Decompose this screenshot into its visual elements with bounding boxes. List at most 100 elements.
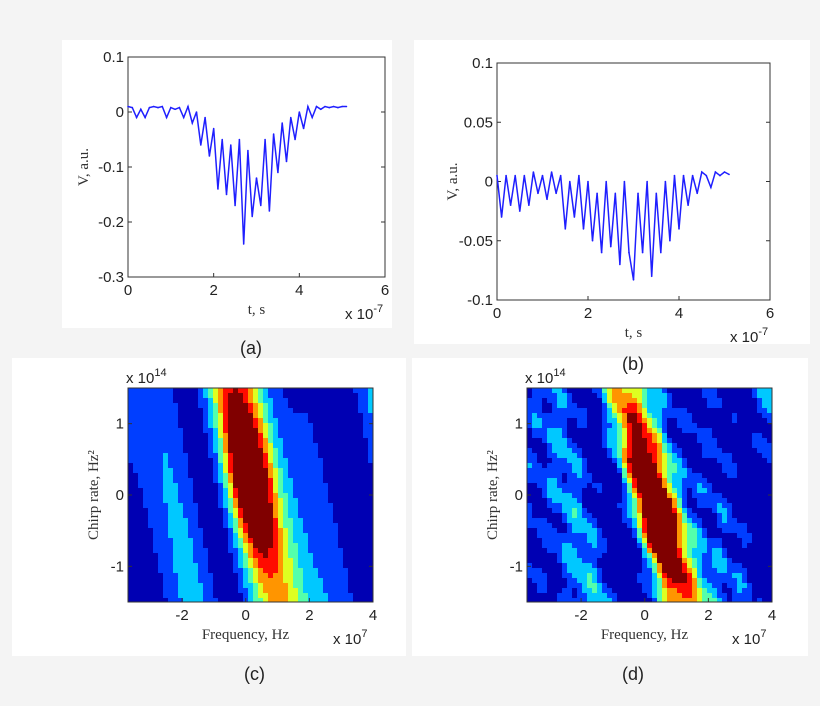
contour-cell [607, 428, 612, 433]
contour-cell [657, 588, 662, 593]
contour-cell [278, 413, 283, 418]
contour-cell [153, 538, 158, 543]
contour-cell [328, 593, 333, 598]
contour-cell [138, 448, 143, 453]
contour-cell [273, 468, 278, 473]
contour-cell [672, 528, 677, 533]
contour-cell [707, 568, 712, 573]
contour-cell [253, 598, 258, 602]
contour-cell [343, 463, 348, 468]
contour-cell [697, 528, 702, 533]
axes-box-b [496, 62, 771, 301]
contour-cell [153, 393, 158, 398]
contour-cell [153, 448, 158, 453]
contour-cell [198, 423, 203, 428]
contour-cell [672, 488, 677, 493]
contour-cell [293, 508, 298, 513]
contour-cell [557, 573, 562, 578]
data-point [728, 173, 730, 176]
contour-cell [178, 423, 183, 428]
contour-cell [762, 393, 767, 398]
contour-cell [313, 598, 318, 602]
contour-cell [133, 428, 138, 433]
contour-cell [288, 478, 293, 483]
contour-cell [333, 538, 338, 543]
contour-cell [208, 473, 213, 478]
contour-cell [253, 488, 258, 493]
contour-cell [757, 488, 762, 493]
contour-cell [637, 443, 642, 448]
contour-cell [567, 433, 572, 438]
contour-cell [722, 523, 727, 528]
contour-cell [537, 538, 542, 543]
contour-cell [647, 518, 652, 523]
contour-cell [348, 463, 353, 468]
contour-cell [622, 593, 627, 598]
contour-cell [133, 473, 138, 478]
contour-cell [213, 478, 218, 483]
contour-cell [597, 563, 602, 568]
contour-cell [198, 483, 203, 488]
contour-cell [303, 583, 308, 588]
contour-cell [577, 443, 582, 448]
contour-cell [363, 448, 368, 453]
contour-cell [632, 493, 637, 498]
contour-cell [188, 453, 193, 458]
contour-cell [727, 398, 732, 403]
contour-cell [662, 433, 667, 438]
contour-cell [647, 468, 652, 473]
contour-cell [557, 503, 562, 508]
contour-cell [318, 508, 323, 513]
contour-cell [208, 558, 213, 563]
contour-cell [223, 433, 228, 438]
contour-cell [333, 568, 338, 573]
contour-cell [303, 598, 308, 602]
contour-cell [627, 568, 632, 573]
contour-cell [687, 563, 692, 568]
contour-cell [577, 533, 582, 538]
contour-cell [168, 568, 173, 573]
contour-cell [632, 588, 637, 593]
contour-cell [153, 498, 158, 503]
contour-cell [672, 473, 677, 478]
contour-cell [607, 478, 612, 483]
contour-cell [637, 433, 642, 438]
contour-cell [697, 473, 702, 478]
contour-cell [133, 578, 138, 583]
data-point [532, 171, 535, 173]
contour-cell [258, 443, 263, 448]
contour-cell [697, 508, 702, 513]
caption-c: (c) [244, 664, 265, 684]
contour-cell [318, 453, 323, 458]
contour-cell [353, 578, 358, 583]
contour-cell [228, 498, 233, 503]
contour-cell [248, 413, 253, 418]
contour-cell [308, 513, 313, 518]
contour-cell [692, 398, 697, 403]
contour-cell [353, 568, 358, 573]
contour-cell [587, 578, 592, 583]
contour-cell [577, 428, 582, 433]
contour-cell [258, 408, 263, 413]
contour-cell [617, 433, 622, 438]
contour-cell [308, 563, 313, 568]
contour-cell [717, 543, 722, 548]
contour-cell [527, 413, 532, 418]
contour-cell [667, 458, 672, 463]
contour-cell [627, 418, 632, 423]
contour-cell [697, 493, 702, 498]
contour-cell [732, 503, 737, 508]
contour-cell [662, 438, 667, 443]
contour-cell [552, 533, 557, 538]
contour-cell [662, 523, 667, 528]
contour-cell [752, 523, 757, 528]
contour-cell [722, 448, 727, 453]
contour-cell [153, 438, 158, 443]
contour-cell [542, 523, 547, 528]
contour-cell [682, 508, 687, 513]
contour-cell [527, 538, 532, 543]
contour-cell [687, 503, 692, 508]
contour-cell [597, 508, 602, 513]
contour-cell [607, 408, 612, 413]
contour-cell [353, 473, 358, 478]
